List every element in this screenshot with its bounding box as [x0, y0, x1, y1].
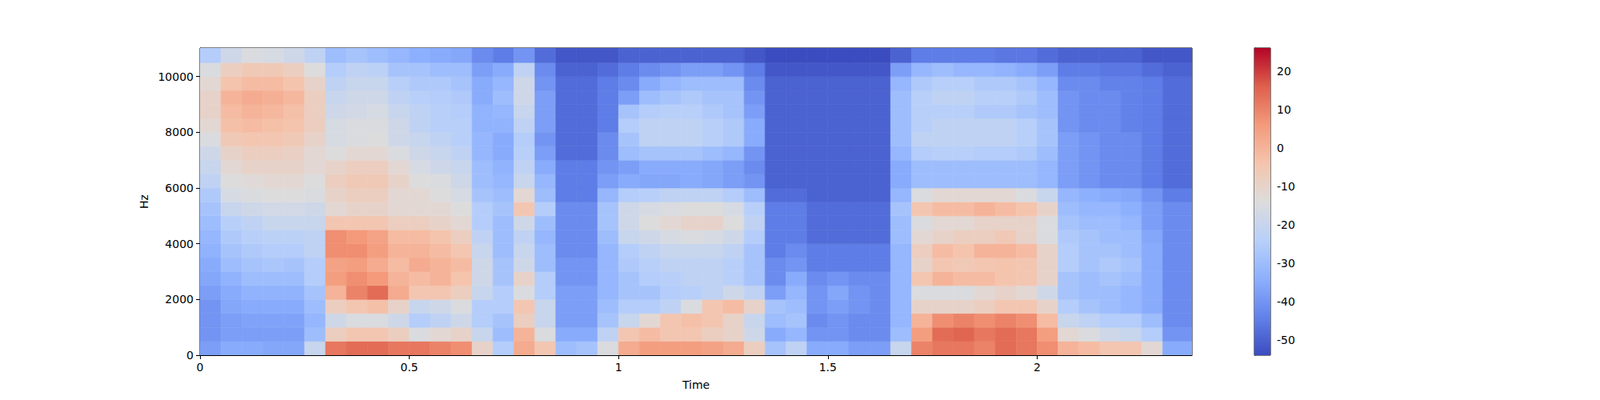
svg-text:0: 0	[196, 360, 204, 374]
svg-text:-40: -40	[1276, 295, 1296, 308]
svg-text:-30: -30	[1276, 256, 1296, 270]
svg-text:20: 20	[1276, 64, 1292, 78]
svg-text:-10: -10	[1276, 180, 1296, 193]
svg-text:-50: -50	[1276, 333, 1296, 347]
svg-text:-20: -20	[1276, 218, 1296, 232]
svg-text:10000: 10000	[157, 70, 194, 84]
svg-text:4000: 4000	[164, 237, 194, 251]
svg-text:10: 10	[1276, 103, 1292, 116]
svg-text:8000: 8000	[164, 125, 194, 139]
svg-text:2000: 2000	[164, 292, 194, 306]
svg-text:Time: Time	[681, 378, 710, 392]
svg-text:2: 2	[1033, 360, 1041, 374]
svg-text:6000: 6000	[164, 181, 194, 195]
svg-text:1.5: 1.5	[819, 360, 837, 374]
svg-text:Hz: Hz	[137, 194, 151, 209]
svg-text:0: 0	[1276, 141, 1284, 155]
svg-text:1: 1	[615, 360, 623, 374]
svg-text:0.5: 0.5	[400, 360, 418, 374]
svg-text:0: 0	[186, 348, 194, 362]
